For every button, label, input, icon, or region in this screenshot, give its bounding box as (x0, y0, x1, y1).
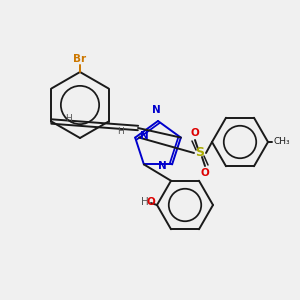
Text: S: S (196, 146, 205, 160)
Text: Br: Br (74, 54, 87, 64)
Text: N: N (152, 105, 160, 115)
Text: N: N (158, 161, 167, 171)
Text: O: O (201, 168, 209, 178)
Text: O: O (146, 197, 155, 207)
Text: N: N (140, 130, 149, 141)
Text: H: H (141, 197, 149, 207)
Text: O: O (190, 128, 200, 138)
Text: CH₃: CH₃ (273, 137, 290, 146)
Text: H: H (117, 127, 124, 136)
Text: H: H (65, 114, 72, 123)
